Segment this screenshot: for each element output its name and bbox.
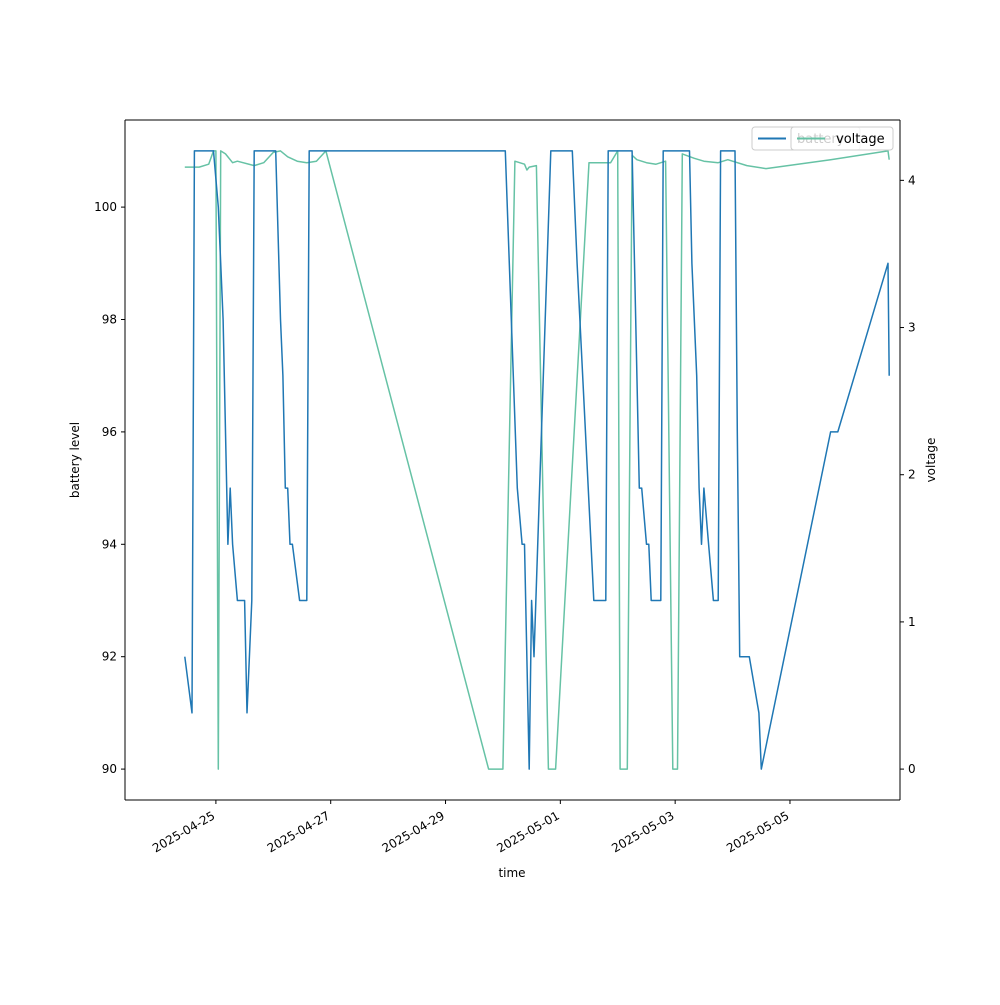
legend-voltage: voltage	[790, 126, 894, 151]
right-y-tick-label: 3	[908, 321, 916, 335]
left-y-tick-label: 92	[102, 650, 117, 664]
series-layer	[184, 150, 890, 770]
x-axis-ticks: 2025-04-25 2025-04-27 2025-04-29 2025-05-01…	[150, 800, 791, 855]
right-y-axis-ticks: 0 1 2 3 4	[900, 173, 916, 776]
plot-frame	[124, 119, 901, 801]
x-tick-label: 2025-05-05	[724, 808, 791, 855]
x-tick-label: 2025-05-03	[609, 808, 676, 855]
right-y-tick-label: 4	[908, 173, 916, 187]
left-y-tick-label: 100	[94, 200, 117, 214]
left-y-tick-label: 90	[102, 762, 117, 776]
left-y-axis-label: battery level	[68, 422, 82, 498]
series-line-voltage	[184, 150, 890, 770]
series-line-battery	[184, 150, 890, 770]
right-y-axis-label: voltage	[924, 438, 938, 483]
plot-area	[125, 120, 900, 800]
left-y-axis-ticks: 90 92 94 96 98 100	[94, 200, 125, 776]
right-y-tick-label: 0	[908, 762, 916, 776]
x-tick-label: 2025-04-27	[265, 808, 332, 855]
right-y-tick-label: 2	[908, 468, 916, 482]
x-tick-label: 2025-04-29	[380, 808, 447, 855]
x-tick-label: 2025-05-01	[494, 808, 561, 855]
legend-voltage-frame	[790, 126, 894, 151]
left-y-tick-label: 96	[102, 425, 117, 439]
x-tick-label: 2025-04-25	[150, 808, 217, 855]
right-y-tick-label: 1	[908, 615, 916, 629]
left-y-tick-label: 98	[102, 313, 117, 327]
legend-voltage-label: voltage	[836, 132, 885, 147]
left-y-tick-label: 94	[102, 537, 117, 551]
x-axis-label: time	[498, 866, 525, 880]
